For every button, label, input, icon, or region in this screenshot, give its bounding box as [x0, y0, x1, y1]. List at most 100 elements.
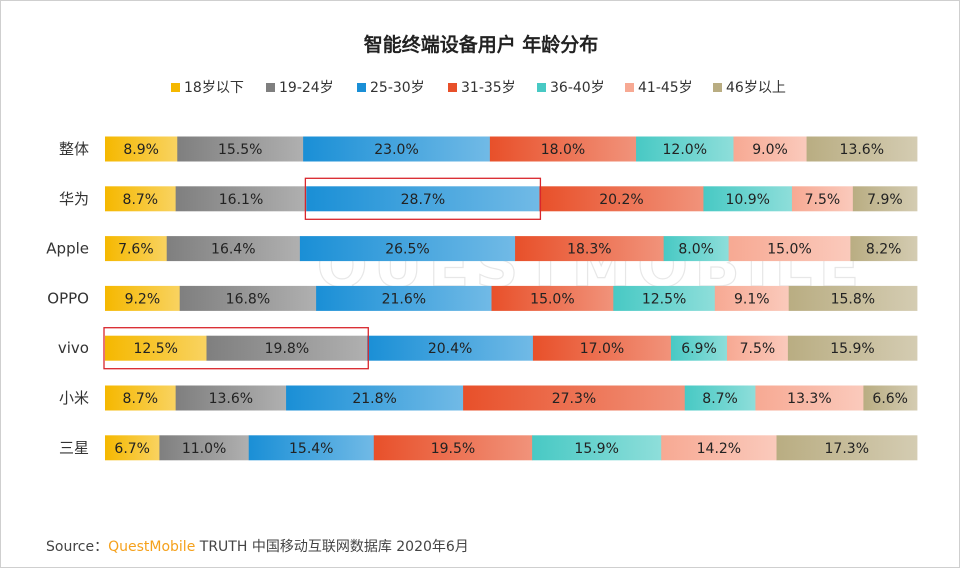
- bar-segment: [316, 285, 492, 311]
- value-label: 13.6%: [840, 142, 884, 158]
- value-label: 8.9%: [123, 142, 159, 158]
- bar-segment: [306, 186, 540, 212]
- bar-segment: [726, 335, 789, 361]
- value-label: 10.9%: [725, 192, 769, 208]
- bar-segment: [806, 136, 918, 162]
- value-label: 7.6%: [118, 242, 154, 258]
- chart-title: 智能终端设备用户 年龄分布: [364, 33, 599, 56]
- source-prefix: Source：: [46, 539, 109, 555]
- value-label: 16.4%: [211, 242, 255, 258]
- value-label: 15.0%: [767, 242, 811, 258]
- source-note: Source：QuestMobile TRUTH 中国移动互联网数据库 2020…: [46, 536, 469, 556]
- bar-segment: [105, 136, 178, 162]
- value-label: 28.7%: [401, 192, 445, 208]
- value-label: 14.2%: [697, 441, 741, 457]
- category-label: Apple: [46, 240, 89, 258]
- bar-segment: [776, 435, 918, 461]
- bar-segment: [850, 236, 918, 262]
- legend-swatch: [171, 83, 180, 92]
- bar-segment: [105, 285, 181, 311]
- value-label: 8.7%: [123, 391, 159, 407]
- source-suffix: TRUTH 中国移动互联网数据库 2020年6月: [199, 539, 469, 555]
- bar-segment: [303, 136, 491, 162]
- value-label: 17.3%: [825, 441, 869, 457]
- legend-swatch: [625, 83, 634, 92]
- legend-swatch: [537, 83, 546, 92]
- bar-segment: [179, 285, 317, 311]
- value-label: 18.3%: [567, 242, 611, 258]
- value-label: 13.3%: [787, 391, 831, 407]
- bar-segment: [852, 186, 918, 212]
- value-label: 6.7%: [114, 441, 150, 457]
- bar-segment: [177, 136, 304, 162]
- value-label: 15.0%: [530, 291, 574, 307]
- value-label: 9.1%: [734, 291, 770, 307]
- bars: 整体 8.9% 15.5% 23.0% 18.0% 12.0% 9.0% 13.6% 华为 8.7…: [46, 136, 918, 461]
- value-label: 15.9%: [830, 341, 874, 357]
- bar-segment: [373, 435, 533, 461]
- category-label: 小米: [59, 389, 89, 407]
- value-label: 7.5%: [740, 341, 776, 357]
- legend-label: 41-45岁: [638, 80, 693, 96]
- value-label: 7.9%: [867, 192, 903, 208]
- legend: 18岁以下 19-24岁 25-30岁 31-35岁 36-40岁 41-45岁 46岁以上: [171, 80, 786, 96]
- bar-segment: [175, 385, 287, 411]
- bar-segment: [787, 335, 918, 361]
- bar-segment: [463, 385, 686, 411]
- value-label: 17.0%: [580, 341, 624, 357]
- value-label: 6.9%: [681, 341, 717, 357]
- value-label: 16.8%: [226, 291, 270, 307]
- value-label: 15.9%: [574, 441, 618, 457]
- bar-segment: [166, 236, 301, 262]
- bar-segment: [791, 186, 854, 212]
- value-label: 19.8%: [265, 341, 309, 357]
- bar-segment: [248, 435, 375, 461]
- bar-segment: [684, 385, 756, 411]
- value-label: 20.2%: [599, 192, 643, 208]
- value-label: 21.6%: [382, 291, 426, 307]
- value-label: 7.5%: [805, 192, 841, 208]
- bar-segment: [299, 236, 516, 262]
- category-label: 三星: [59, 439, 89, 457]
- bar-segment: [105, 186, 177, 212]
- value-label: 8.7%: [702, 391, 738, 407]
- value-label: 19.5%: [431, 441, 475, 457]
- bar-segment: [670, 335, 728, 361]
- bar-segment: [661, 435, 777, 461]
- value-label: 18.0%: [541, 142, 585, 158]
- bar-segment: [105, 385, 177, 411]
- bar-segment: [175, 186, 307, 212]
- bar-segment: [728, 236, 851, 262]
- bar-segment: [703, 186, 793, 212]
- bar-segment: [788, 285, 918, 311]
- value-label: 12.0%: [663, 142, 707, 158]
- source-brand: QuestMobile: [108, 539, 196, 555]
- value-label: 8.0%: [678, 242, 714, 258]
- bar-segment: [105, 435, 160, 461]
- highlights: [103, 177, 542, 370]
- value-label: 21.8%: [352, 391, 396, 407]
- legend-label: 36-40岁: [550, 80, 605, 96]
- bar-segment: [663, 236, 730, 262]
- value-label: 16.1%: [219, 192, 263, 208]
- highlight-box: [304, 177, 542, 220]
- bar-segment: [105, 335, 207, 361]
- legend-swatch: [266, 83, 275, 92]
- bar-segment: [489, 136, 637, 162]
- category-label: 华为: [59, 190, 89, 208]
- legend-label: 18岁以下: [184, 80, 244, 96]
- value-label: 26.5%: [385, 242, 429, 258]
- bar-segment: [539, 186, 704, 212]
- category-label: 整体: [59, 140, 89, 158]
- value-label: 12.5%: [642, 291, 686, 307]
- bar-segment: [714, 285, 790, 311]
- category-label: vivo: [58, 339, 89, 357]
- bar-segment: [733, 136, 807, 162]
- value-label: 15.8%: [831, 291, 875, 307]
- legend-label: 19-24岁: [279, 80, 334, 96]
- value-label: 11.0%: [182, 441, 226, 457]
- bar-segment: [206, 335, 368, 361]
- value-label: 13.6%: [209, 391, 253, 407]
